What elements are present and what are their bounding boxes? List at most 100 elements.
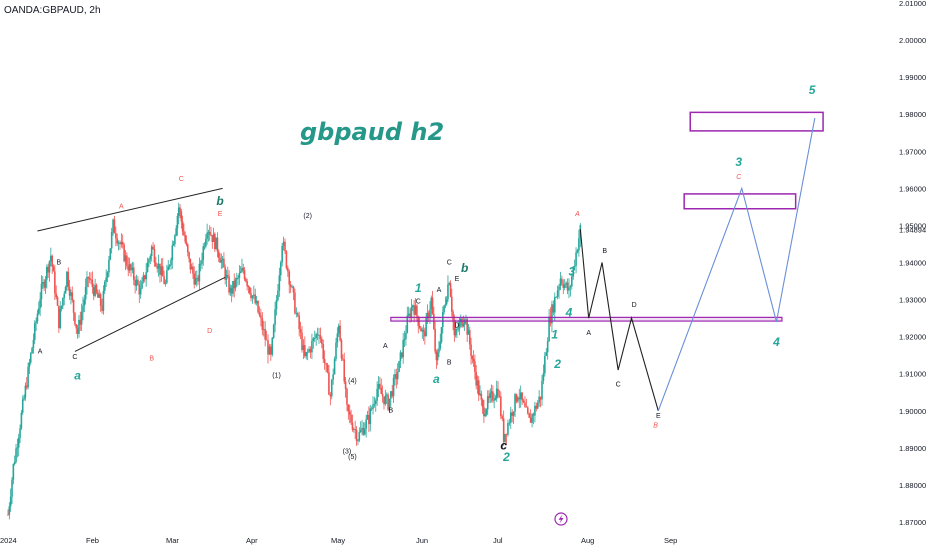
candle [246,278,248,291]
candle [365,414,367,438]
candle-body [115,233,117,239]
candle [90,272,92,285]
candle [21,395,24,415]
candle-body [284,241,286,252]
candle [123,242,125,263]
candle-body [79,319,82,325]
candle-body [84,286,87,300]
candle [196,270,198,287]
candle-body [424,332,426,337]
candle-body [409,313,411,318]
candle [84,278,87,305]
candle-body [452,311,454,322]
candle [484,408,486,418]
candle-body [571,276,573,287]
candle-body [471,356,474,360]
candle-body [396,372,399,380]
wave-label: (1) [272,372,281,379]
candle [83,294,86,313]
candle [260,308,262,327]
candle [388,398,391,413]
candle-body [215,237,217,250]
candle-body [260,315,262,319]
candle-body [287,268,289,272]
candle-body [361,427,363,430]
wave-label: c [500,439,507,453]
candle-body [366,414,369,420]
candle [113,215,116,234]
candle-body [421,329,424,332]
candle-body [42,282,44,284]
candle-body [442,312,444,328]
candle-body [188,252,190,259]
candle-body [98,294,101,298]
candle-body [52,266,55,272]
candle-body [279,262,282,276]
candle [141,277,143,290]
candle-body [197,277,199,282]
candle [105,269,107,287]
candle-body [24,385,27,398]
candle [257,300,259,314]
candle [335,338,337,362]
candle-body [309,348,312,353]
candle-body [229,287,232,293]
x-axis: 2024 Feb Mar Apr May Jun Jul Aug Sep [0,536,677,545]
candle [392,374,395,403]
candle [387,392,389,412]
candle-body [568,287,570,291]
wave-label: (3) [343,448,352,455]
candle [91,271,94,294]
wave-label: C [416,298,421,305]
candle [576,248,579,254]
candle [359,421,362,433]
x-tick-label: 2024 [0,536,17,545]
candle [429,301,431,324]
candle-body [236,278,238,280]
candle-body [470,344,472,357]
candle-body [17,437,20,448]
candle [164,279,167,287]
candle [243,267,246,282]
candle [385,392,388,405]
candle-body [379,383,381,388]
candle-body [522,400,525,403]
candle [418,317,421,330]
candle-body [335,342,337,360]
candle [268,344,271,356]
x-tick-label: Jun [416,536,428,545]
candle [68,279,71,300]
candle-body [220,260,223,263]
projection-path-blue [657,117,816,411]
candle [539,396,542,408]
candle-body [368,414,370,425]
candle-body [302,345,305,351]
candle-body [449,283,452,297]
candle [168,264,171,270]
candle [394,369,396,386]
candle [474,354,476,380]
candle [128,257,131,274]
candle [226,266,229,279]
candle [383,396,385,410]
candle-body [401,352,403,358]
candle [109,248,112,261]
candle [472,350,475,368]
candle [422,324,425,341]
candle-body [161,266,164,277]
candle [427,310,430,322]
candle-body [502,418,505,442]
candle-body [383,396,385,405]
candle-body [75,324,78,329]
candle [572,266,575,280]
candle [63,290,66,306]
candle-body [479,393,481,396]
candle-body [121,241,124,245]
candle-body [402,340,404,358]
candle-body [193,273,196,285]
candle [248,286,251,295]
candle [420,326,422,332]
candle-body [33,323,36,340]
candle [206,223,208,245]
